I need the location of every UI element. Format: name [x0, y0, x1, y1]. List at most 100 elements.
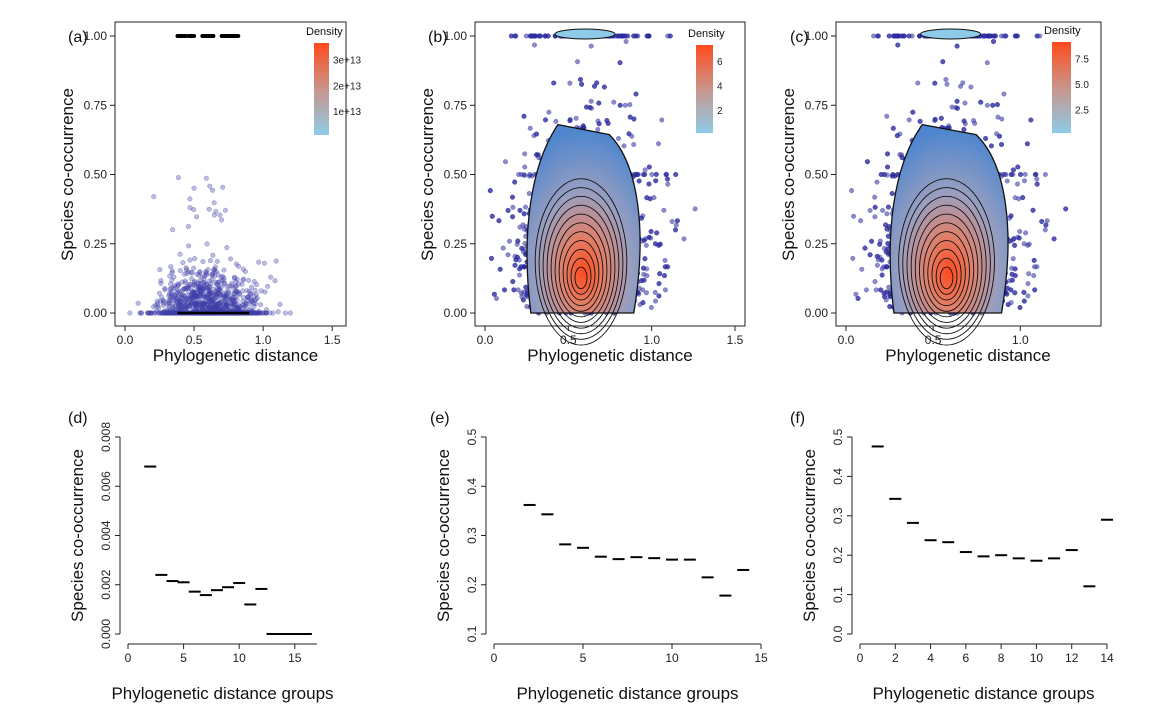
data-point [180, 260, 186, 266]
data-point [212, 264, 218, 270]
data-point [203, 272, 209, 278]
data-point [137, 310, 143, 316]
data-point [551, 80, 557, 86]
data-point [497, 266, 503, 272]
data-point [631, 116, 637, 122]
data-point [191, 185, 197, 191]
data-point [155, 301, 161, 307]
x-axis-title: Phylogenetic distance [527, 346, 692, 365]
data-point [968, 84, 974, 90]
y-tick-label: 0.00 [84, 306, 108, 320]
data-point [217, 212, 223, 218]
data-point [553, 118, 559, 124]
data-point [185, 304, 191, 310]
data-point [522, 151, 528, 157]
data-point [166, 304, 172, 310]
data-point [616, 135, 622, 141]
data-point [489, 255, 495, 261]
data-point [648, 228, 654, 234]
data-point [505, 207, 511, 213]
data-point [496, 218, 502, 224]
data-point [170, 301, 176, 307]
y-tick-label: 0.50 [444, 168, 468, 182]
data-point [194, 214, 200, 220]
data-point [220, 184, 226, 190]
data-point [595, 126, 601, 132]
legend-label: 2e+13 [333, 81, 362, 92]
data-point [189, 276, 195, 282]
data-point [209, 273, 215, 279]
data-point [491, 291, 497, 297]
data-point [172, 285, 178, 291]
density-area [526, 123, 641, 314]
data-point [175, 175, 181, 181]
data-point [851, 213, 857, 219]
data-point [633, 91, 639, 97]
data-point [192, 256, 198, 262]
data-point [665, 181, 671, 187]
data-point [246, 277, 252, 283]
data-point [529, 33, 535, 39]
data-point [1026, 241, 1032, 247]
data-point [145, 310, 151, 316]
y-tick-label: 0.75 [84, 98, 108, 112]
data-point [858, 218, 864, 224]
data-point [535, 152, 541, 158]
data-point [510, 214, 516, 220]
data-point [656, 141, 662, 147]
data-point [627, 102, 633, 108]
data-point [519, 245, 525, 251]
data-point [542, 33, 548, 39]
data-point [646, 164, 652, 170]
data-point [234, 297, 240, 303]
data-point [505, 252, 511, 258]
legend-label: 3e+13 [333, 56, 362, 67]
data-point [580, 123, 586, 129]
data-point [681, 236, 687, 242]
y-tick-label: 0.25 [84, 237, 108, 251]
data-point [251, 279, 257, 285]
data-point [641, 265, 647, 271]
data-point [205, 302, 211, 308]
data-point [517, 266, 523, 272]
legend-title: Density [306, 26, 343, 38]
data-point [245, 294, 251, 300]
data-point [258, 288, 264, 294]
data-point [239, 281, 245, 287]
data-point [661, 207, 667, 213]
plot-frame [114, 21, 347, 327]
data-point [192, 300, 198, 306]
data-point [1004, 178, 1010, 184]
x-tick-label: 1.5 [727, 333, 744, 347]
data-point [615, 33, 621, 39]
data-point [642, 167, 648, 173]
data-point [673, 171, 679, 177]
data-point [183, 265, 189, 271]
data-point [503, 159, 509, 165]
data-point [182, 278, 188, 284]
data-point [636, 178, 642, 184]
legend-label: 1e+13 [333, 107, 362, 118]
data-point [200, 259, 206, 265]
data-point [594, 80, 600, 86]
data-point [227, 256, 233, 262]
data-point [163, 310, 169, 316]
data-point [523, 204, 529, 210]
data-point [534, 131, 540, 137]
data-point [1042, 171, 1048, 177]
data-point [573, 115, 579, 121]
x-tick-label: 1.5 [324, 333, 341, 347]
data-point [156, 290, 162, 296]
y-tick-label: 0.00 [444, 306, 468, 320]
data-point [166, 291, 172, 297]
data-point [251, 303, 257, 309]
legend-label: 2 [717, 106, 723, 117]
data-point [219, 306, 225, 312]
data-point [646, 181, 652, 187]
data-point [208, 281, 214, 287]
data-point [510, 204, 516, 210]
data-point [186, 243, 192, 249]
data-point [183, 267, 189, 273]
